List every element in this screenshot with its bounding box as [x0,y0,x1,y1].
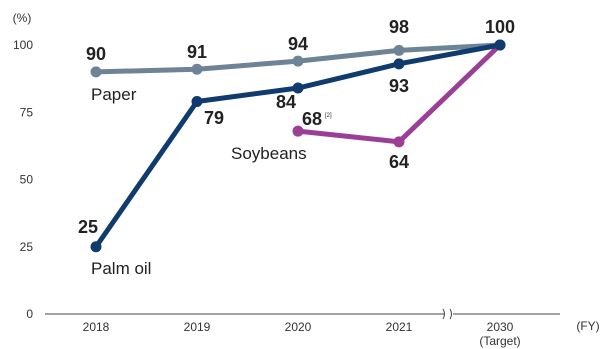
value-label: 90 [86,44,106,64]
data-point-palm-oil [495,40,506,51]
x-tick-label: 2018 [83,320,110,334]
value-label: 98 [389,17,409,37]
data-point-paper [394,45,405,56]
x-tick-label: 2030 [487,320,514,334]
data-point-palm-oil [192,96,203,107]
y-tick-label: 75 [20,105,34,119]
data-point-paper [293,56,304,67]
x-axis: 2018 2019 2020 2021 2030(Target) [45,309,560,348]
value-label: 91 [187,42,207,62]
y-tick-label: 50 [20,173,34,187]
value-label: 100 [485,17,515,37]
x-tick-label: 2021 [386,320,413,334]
y-axis-unit-label: (%) [13,11,32,25]
value-label: 94 [288,34,308,54]
series-name-label: Paper [91,85,137,104]
value-label: 25 [78,217,98,237]
data-point-palm-oil [91,241,102,252]
data-point-paper [192,64,203,75]
footnote-marker: [2] [325,113,332,119]
data-point-paper [91,66,102,77]
data-point-palm-oil [394,58,405,69]
y-tick-label: 100 [13,38,33,52]
x-tick-sublabel: (Target) [479,334,520,348]
data-point-soybeans [394,136,405,147]
axis-break-mark [450,309,452,319]
value-label: 84 [276,92,296,112]
y-tick-label: 25 [20,240,34,254]
series-name-label: Palm oil [91,259,151,278]
x-tick-label: 2019 [184,320,211,334]
value-label: 93 [389,76,409,96]
y-tick-label: 0 [26,307,33,321]
series-name-label: Soybeans [231,144,307,163]
series-names: Paper Palm oil Soybeans [91,85,307,278]
y-axis-ticks: 0 25 50 75 100 [13,38,33,321]
value-label: 64 [389,152,409,172]
x-tick-label: 2020 [285,320,312,334]
value-label: 68 [302,109,322,129]
value-label: 79 [204,108,224,128]
x-axis-unit-label: (FY) [576,319,599,333]
